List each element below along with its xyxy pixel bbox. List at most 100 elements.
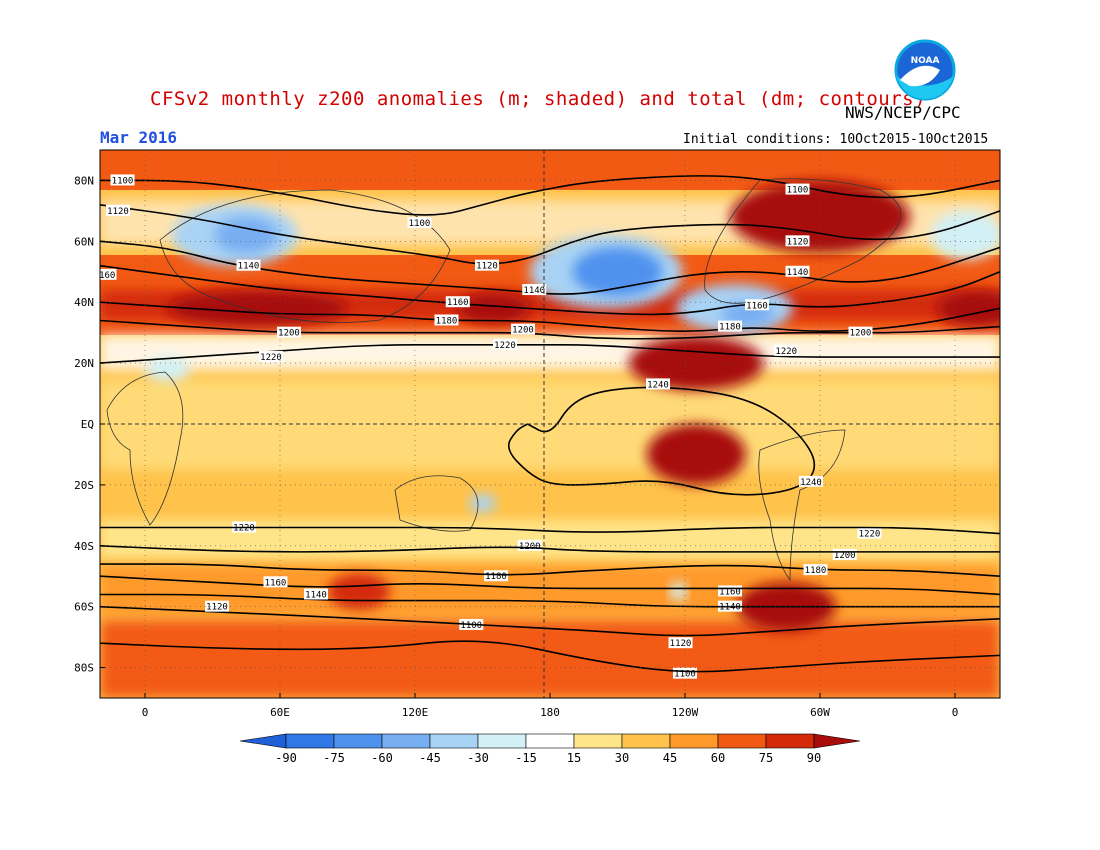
contour-label-bg: [263, 576, 288, 588]
contour-label-bg: [434, 314, 459, 326]
contour-label: 1220: [775, 347, 797, 357]
contour-label: 1200: [519, 542, 541, 552]
contour-label: 1180: [436, 316, 458, 326]
lon-tick-label: 180: [540, 706, 560, 719]
anomaly-blob: [167, 290, 348, 327]
anomaly-blob: [937, 290, 1000, 327]
height-contours: 1100 1100 1100 1100 1100 1120 1120 1120 1120 1140…: [100, 174, 1000, 680]
contour-label: 1100: [112, 176, 134, 186]
lat-tick-label: 80N: [74, 174, 94, 187]
contour-label-bg: [673, 667, 697, 679]
contour-label: 1180: [485, 572, 507, 582]
contour-label: 1140: [787, 268, 809, 278]
agency-label: NWS/NCEP/CPC: [845, 103, 961, 122]
contour-label-bg: [259, 351, 283, 363]
forecast-month: Mar 2016: [100, 128, 178, 147]
colorbar-segment: [765, 733, 815, 749]
contour-label-bg: [785, 235, 810, 247]
lon-tick-label: 60W: [810, 706, 830, 719]
contour-label: 1220: [233, 524, 255, 534]
lon-tick-label: 0: [142, 706, 149, 719]
contour-label: 1200: [850, 329, 872, 339]
contour-label: 1240: [800, 478, 822, 488]
lon-tick-label: 0: [952, 706, 959, 719]
contour-label: 1180: [805, 566, 827, 576]
lat-tick-label: 40S: [74, 540, 94, 553]
colorbar-label: 90: [807, 751, 821, 765]
contour-label: 1240: [647, 380, 669, 390]
contour-label-bg: [803, 564, 828, 576]
contour-label: 1200: [278, 329, 300, 339]
contour-label: 1140: [305, 590, 327, 600]
contour-label-bg: [407, 217, 432, 229]
chart-title: CFSv2 monthly z200 anomalies (m; shaded)…: [150, 88, 927, 110]
colorbar-segment: [381, 733, 431, 749]
colorbar-label: -75: [323, 751, 345, 765]
contour-label-bg: [718, 320, 742, 332]
contour-line: [100, 526, 1000, 535]
lat-tick-label: 80S: [74, 662, 94, 675]
contour-label: 1160: [265, 578, 287, 588]
colorbar-label: -60: [371, 751, 393, 765]
lat-tick-label: 60S: [74, 601, 94, 614]
contour-label-bg: [205, 600, 229, 612]
plot-area: 1100 1100 1100 1100 1100 1120 1120 1120 1120 1140…: [100, 150, 1000, 698]
lat-tick-label: 40N: [74, 296, 94, 309]
contour-label-bg: [110, 174, 135, 186]
anomaly-blob: [457, 293, 530, 324]
contour-label-bg: [774, 344, 799, 356]
contour-label-bg: [236, 259, 261, 271]
contour-label-bg: [511, 323, 535, 335]
colorbar-segment: [813, 733, 861, 749]
contour-label: 1220: [494, 341, 516, 351]
colorbar-segment: [669, 733, 719, 749]
colorbar-label: -15: [515, 751, 537, 765]
colorbar-label: 75: [759, 751, 773, 765]
contour-label: 1160: [447, 298, 469, 308]
contour-label-bg: [745, 299, 769, 311]
anomaly-shading: [145, 180, 1000, 632]
contour-label: 1220: [260, 353, 282, 363]
colorbar: -90 -75 -60 -45 -30 -15 15 30 45 60 75 90: [239, 733, 861, 765]
anomaly-blob: [214, 216, 278, 254]
contour-label: 1100: [409, 219, 431, 229]
contour-label-bg: [484, 570, 508, 582]
contour-label-bg: [522, 284, 547, 296]
lon-tick-label: 120E: [402, 706, 429, 719]
contour-label-bg: [785, 183, 810, 195]
initial-conditions-label: Initial conditions: 10Oct2015-10Oct2015: [683, 132, 989, 147]
lat-tick-label: 20N: [74, 357, 94, 370]
contour-label: 1100: [460, 621, 482, 631]
contour-line: [100, 301, 1000, 332]
lon-tick-label: 120W: [672, 706, 699, 719]
contour-label-bg: [100, 268, 117, 280]
contour-label: 1200: [834, 551, 856, 561]
contour-label: 1120: [206, 603, 228, 613]
lat-tick-label: 60N: [74, 235, 94, 248]
contour-label-bg: [718, 585, 742, 597]
colorbar-segment: [333, 733, 383, 749]
colorbar-segment: [717, 733, 767, 749]
contour-label-bg: [832, 548, 857, 560]
colorbar-label: 60: [711, 751, 725, 765]
contour-line: [100, 204, 1000, 265]
anomaly-blob: [930, 210, 1000, 260]
lon-tick-label: 60E: [270, 706, 290, 719]
contour-label: 1220: [859, 530, 881, 540]
colorbar-label: -90: [275, 751, 297, 765]
anomaly-blob: [469, 494, 496, 513]
contour-label: 1120: [107, 207, 129, 217]
gridlines: [100, 150, 1000, 698]
contour-line: [100, 593, 1000, 608]
longitude-ticks: 0 60E 120E 180 120W 60W 0: [142, 693, 959, 719]
colorbar-label: 45: [663, 751, 677, 765]
contour-label: 1180: [719, 323, 741, 333]
contour-label-bg: [799, 475, 823, 487]
contour-line: [100, 575, 1000, 596]
contour-label: 1100: [787, 186, 809, 196]
colorbar-segment: [285, 733, 335, 749]
contour-label-bg: [646, 378, 670, 390]
colorbar-label: -30: [467, 751, 489, 765]
colorbar-segment: [573, 733, 623, 749]
contour-label-bg: [668, 637, 693, 649]
